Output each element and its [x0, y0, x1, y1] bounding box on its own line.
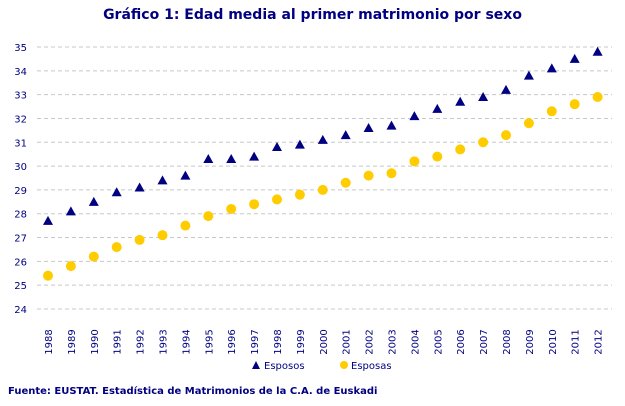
- data-point-triangle: [43, 215, 53, 225]
- data-point-circle: [340, 177, 351, 188]
- data-point-circle: [294, 189, 305, 200]
- data-point-triangle: [409, 111, 420, 121]
- data-point-triangle: [180, 170, 191, 180]
- data-point-circle: [501, 130, 511, 141]
- data-point-triangle: [249, 151, 260, 161]
- data-point-circle: [478, 137, 489, 148]
- y-tick-label: 27: [14, 234, 27, 245]
- data-point-circle: [134, 234, 145, 245]
- y-tick-label: 24: [14, 305, 27, 316]
- x-tick-label: 1998: [273, 329, 284, 354]
- data-point-circle: [386, 168, 397, 179]
- y-tick-label: 32: [14, 114, 27, 125]
- y-tick-label: 28: [14, 210, 27, 221]
- x-tick-label: 1988: [44, 329, 55, 354]
- data-point-circle: [88, 251, 99, 262]
- legend-label-esposas: Esposas: [351, 361, 392, 372]
- data-point-circle: [203, 211, 214, 222]
- data-point-triangle: [203, 153, 214, 163]
- x-tick-label: 1993: [159, 329, 170, 354]
- data-point-triangle: [88, 196, 99, 206]
- x-tick-label: 2010: [548, 329, 559, 354]
- data-point-triangle: [65, 206, 76, 216]
- data-point-circle: [317, 184, 328, 195]
- x-tick-label: 2009: [525, 329, 536, 354]
- data-point-triangle: [432, 103, 443, 113]
- x-tick-label: 1990: [90, 329, 101, 354]
- data-point-triangle: [363, 122, 374, 132]
- x-tick-label: 2008: [502, 329, 513, 354]
- data-point-triangle: [317, 134, 328, 144]
- data-point-circle: [455, 144, 466, 155]
- data-point-triangle: [134, 182, 145, 192]
- x-tick-label: 1995: [204, 329, 215, 354]
- data-point-circle: [409, 156, 420, 167]
- x-tick-label: 1992: [136, 329, 147, 354]
- data-point-triangle: [226, 153, 237, 163]
- data-point-triangle: [592, 46, 603, 56]
- x-tick-label: 2002: [365, 329, 376, 354]
- chart-title: Gráfico 1: Edad media al primer matrimon…: [103, 7, 522, 23]
- data-point-triangle: [111, 187, 122, 197]
- data-point-circle: [592, 92, 603, 103]
- data-point-triangle: [501, 84, 511, 94]
- y-tick-label: 30: [14, 162, 27, 173]
- data-point-circle: [180, 220, 191, 231]
- x-tick-label: 1994: [181, 329, 192, 354]
- data-point-circle: [157, 230, 168, 241]
- data-point-circle: [111, 242, 122, 253]
- x-tick-label: 2007: [479, 329, 490, 354]
- x-tick-label: 1996: [227, 329, 238, 354]
- data-point-triangle: [569, 53, 580, 63]
- x-tick-label: 1997: [250, 329, 261, 354]
- data-point-circle: [43, 270, 53, 281]
- data-point-triangle: [386, 120, 397, 130]
- data-point-circle: [363, 170, 374, 181]
- data-point-triangle: [546, 63, 557, 73]
- y-tick-label: 33: [14, 91, 27, 102]
- data-point-circle: [249, 199, 260, 210]
- y-tick-label: 35: [14, 43, 27, 54]
- legend-marker-esposas: [340, 361, 348, 369]
- data-point-circle: [65, 261, 76, 272]
- legend-marker-esposos: [252, 361, 260, 369]
- x-tick-label: 1999: [296, 329, 307, 354]
- x-tick-label: 2003: [388, 329, 399, 354]
- data-point-circle: [226, 203, 237, 214]
- y-tick-label: 26: [14, 257, 27, 268]
- x-tick-label: 2005: [433, 329, 444, 354]
- x-tick-label: 1989: [67, 329, 78, 354]
- data-point-circle: [432, 151, 443, 162]
- x-tick-label: 2011: [571, 329, 582, 354]
- legend-label-esposos: Esposos: [264, 361, 305, 372]
- source-note: Fuente: EUSTAT. Estadística de Matrimoni…: [8, 386, 378, 397]
- y-tick-label: 29: [14, 186, 27, 197]
- x-tick-label: 2006: [456, 329, 467, 354]
- y-tick-label: 25: [14, 281, 27, 292]
- x-tick-label: 2004: [410, 329, 421, 354]
- data-point-circle: [523, 118, 534, 129]
- y-tick-label: 31: [14, 138, 27, 149]
- data-point-triangle: [523, 70, 534, 80]
- data-point-triangle: [455, 96, 466, 106]
- y-tick-label: 34: [14, 67, 27, 78]
- x-tick-label: 2001: [342, 329, 353, 354]
- data-point-triangle: [478, 92, 489, 102]
- data-point-circle: [569, 99, 580, 110]
- data-point-triangle: [272, 142, 282, 152]
- x-tick-label: 2012: [594, 329, 605, 354]
- data-point-triangle: [157, 175, 168, 185]
- data-point-circle: [272, 194, 282, 205]
- data-point-circle: [546, 106, 557, 117]
- x-tick-label: 1991: [113, 329, 124, 354]
- data-point-triangle: [340, 130, 351, 140]
- x-tick-label: 2000: [319, 329, 330, 354]
- data-point-triangle: [294, 139, 305, 149]
